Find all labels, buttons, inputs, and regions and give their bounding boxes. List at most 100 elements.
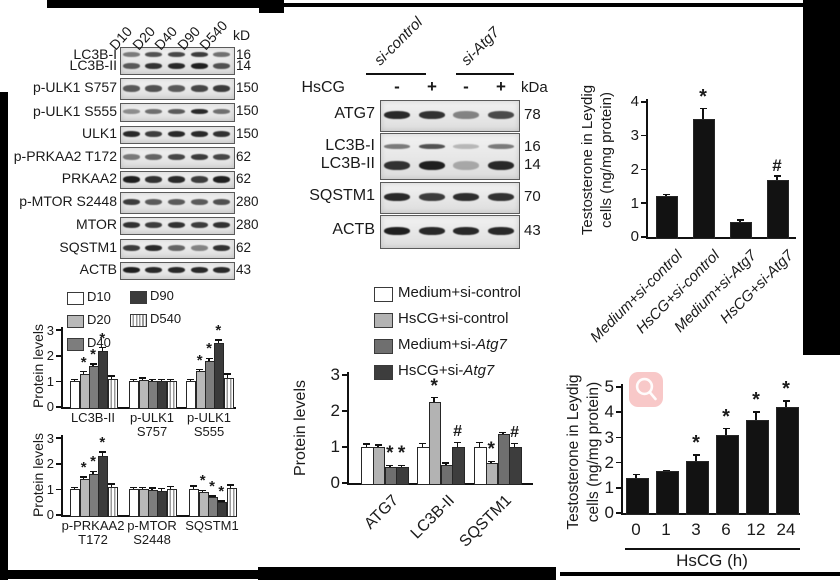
error-bar (776, 176, 778, 180)
x-category-label: SQSTM1 (170, 518, 254, 533)
western-blot-band (167, 245, 186, 251)
y-tick (56, 380, 61, 383)
kda-value: 62 (236, 170, 252, 186)
x-category-label: 12 (746, 520, 766, 539)
x-category-label: p-MTOR S2448 (110, 518, 194, 547)
y-tick (56, 354, 61, 357)
y-tick-label: 2 (630, 160, 639, 178)
kda-value: 280 (236, 193, 259, 209)
western-blot-band (167, 109, 186, 114)
bar (440, 465, 454, 485)
western-blot-band (453, 160, 480, 170)
y-tick-label: 2 (46, 348, 54, 364)
error-bar (151, 487, 153, 490)
western-blot-band (453, 144, 480, 149)
significance-marker: * (90, 453, 96, 471)
western-blot-band (190, 131, 208, 137)
bar (715, 434, 739, 515)
error-bar-cap (773, 175, 781, 177)
y-axis (61, 327, 63, 408)
y-axis (61, 435, 63, 516)
significance-marker: * (80, 353, 87, 371)
x-category-label: p-PRKAA2 T172 (51, 518, 135, 547)
error-bar-cap (499, 431, 507, 434)
western-blot-band (190, 199, 208, 205)
western-blot-band (487, 227, 514, 235)
bar (656, 196, 678, 239)
error-bar-cap (475, 441, 483, 444)
significance-marker: * (692, 432, 700, 455)
lane-sign: + (496, 77, 506, 96)
y-tick (641, 168, 646, 171)
error-bar-cap (632, 473, 640, 476)
bar (452, 447, 465, 485)
y-tick-label: 1 (46, 481, 54, 497)
x-category-line: LC3B-II (70, 410, 116, 425)
error-bar (229, 485, 232, 489)
figure-frame-top-line (283, 3, 803, 7)
bar (775, 407, 799, 515)
significance-marker: # (510, 424, 519, 442)
kda-value: 14 (236, 57, 252, 73)
error-bar-cap (454, 441, 462, 444)
blot-group-header-si-control: si-control (370, 13, 427, 70)
y-tick (641, 202, 646, 205)
western-blot-band (487, 111, 514, 119)
error-bar-cap (98, 451, 106, 454)
y-tick-label: 0 (630, 228, 639, 246)
error-bar-cap (662, 469, 670, 472)
western-blot-box (120, 47, 235, 75)
error-bar-cap (157, 378, 165, 381)
y-tick (56, 406, 61, 408)
western-blot-band (145, 222, 163, 228)
error-bar-cap (108, 375, 116, 378)
western-blot-band (190, 52, 208, 58)
error-bar-cap (430, 396, 438, 399)
blot-row-label: LC3B-I (73, 46, 117, 63)
error-bar-cap (186, 378, 194, 381)
error-bar-cap (217, 500, 225, 502)
y-tick-label: 4 (630, 93, 639, 111)
bar (384, 466, 398, 485)
blot-group-header-si-atg7: si-Atg7 (457, 23, 504, 69)
western-blot-band (167, 199, 186, 205)
bar (107, 486, 118, 517)
error-bar-cap (129, 378, 137, 381)
bar (767, 179, 789, 239)
legend-swatch (374, 339, 393, 354)
western-blot-band (145, 62, 163, 69)
y-tick (56, 462, 61, 465)
error-bar-cap (208, 495, 216, 497)
bar (730, 221, 752, 239)
legend-swatch (67, 315, 84, 328)
error-bar-cap (139, 486, 147, 489)
significance-marker: * (99, 434, 106, 452)
bar (509, 447, 522, 485)
error-bar (189, 379, 192, 382)
legend-swatch (374, 313, 393, 328)
y-tick-label: 2 (46, 456, 54, 472)
blot-row-label: LC3B-II (320, 155, 375, 173)
bar (685, 461, 709, 515)
kda-value: 62 (236, 239, 252, 255)
error-bar-cap (199, 489, 207, 492)
legend-label: D20 (87, 312, 111, 327)
kda-value: 43 (524, 222, 541, 239)
y-tick-label: 1 (330, 437, 340, 457)
error-bar-cap (692, 454, 700, 456)
error-bar (73, 379, 76, 382)
x-category-label: 1 (661, 520, 671, 539)
error-bar (433, 397, 435, 402)
error-bar (82, 371, 85, 374)
western-blot-band (190, 267, 208, 273)
legend-swatch (374, 287, 393, 302)
error-bar (665, 194, 667, 197)
error-bar (226, 373, 229, 378)
x-axis-label: HsCG (h) (676, 551, 748, 570)
western-blot-band (213, 222, 231, 228)
western-blot-band (122, 267, 140, 273)
magnifier-icon[interactable] (629, 372, 663, 407)
bar (166, 488, 177, 517)
error-bar-cap (70, 378, 78, 381)
western-blot-band (190, 222, 208, 228)
